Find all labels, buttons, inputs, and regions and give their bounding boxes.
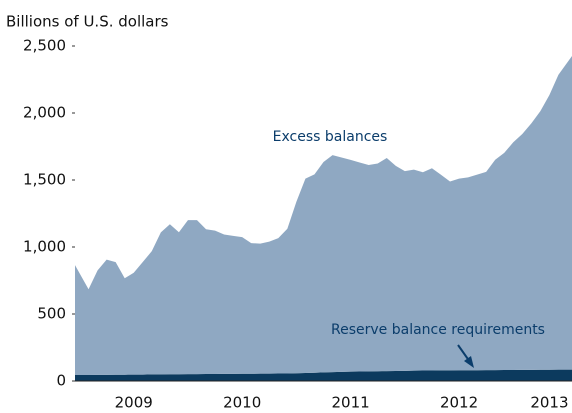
y-tick-label: 1,000 [23, 238, 66, 256]
area [75, 369, 572, 381]
series-label: Excess balances [273, 129, 388, 145]
x-tick-label: 2011 [332, 394, 370, 412]
y-tick-label: 2,500 [23, 37, 66, 55]
y-axis-label: Billions of U.S. dollars [6, 13, 169, 31]
x-tick-label: 2010 [223, 394, 261, 412]
y-tick-label: 0 [56, 372, 66, 390]
x-tick-label: 2012 [440, 394, 478, 412]
x-tick-label: 2009 [115, 394, 153, 412]
arrow-head [464, 356, 474, 368]
series-label: Reserve balance requirements [331, 322, 545, 338]
y-tick-label: 2,000 [23, 104, 66, 122]
y-tick-label: 500 [37, 305, 66, 323]
area [75, 56, 572, 375]
x-tick-label: 2013 [530, 394, 568, 412]
y-tick-label: 1,500 [23, 171, 66, 189]
